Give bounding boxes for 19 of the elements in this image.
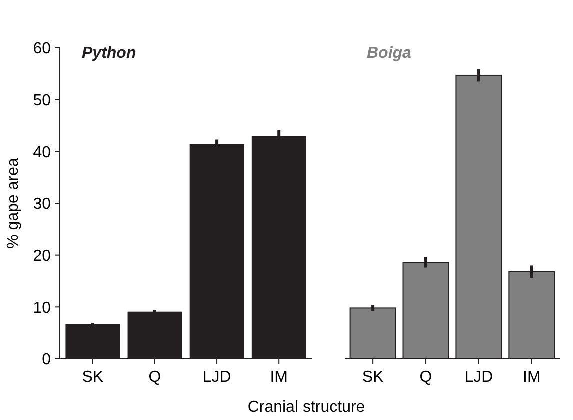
x-tick-label: LJD bbox=[464, 369, 494, 386]
x-tick-label: IM bbox=[523, 369, 541, 386]
chart-title: Python bbox=[82, 45, 136, 62]
y-tick-label: 60 bbox=[33, 40, 52, 58]
y-tick-label: 10 bbox=[33, 300, 52, 317]
y-tick-label: 40 bbox=[33, 144, 52, 162]
x-tick-label: SK bbox=[362, 369, 384, 386]
y-tick-label: 20 bbox=[33, 248, 52, 265]
y-tick-label: 0 bbox=[42, 352, 52, 369]
y-axis-title: % gape area bbox=[5, 158, 22, 249]
x-axis-title: Cranial structure bbox=[248, 399, 366, 416]
x-tick-label: Q bbox=[420, 369, 432, 386]
x-tick-label: LJD bbox=[202, 369, 232, 386]
x-tick-label: IM bbox=[270, 369, 288, 386]
x-tick-label: Q bbox=[148, 369, 162, 386]
chart-title: Boiga bbox=[367, 45, 412, 62]
x-tick-label: SK bbox=[82, 369, 104, 386]
y-tick-label: 50 bbox=[33, 92, 52, 110]
y-tick-label: 30 bbox=[33, 196, 52, 214]
